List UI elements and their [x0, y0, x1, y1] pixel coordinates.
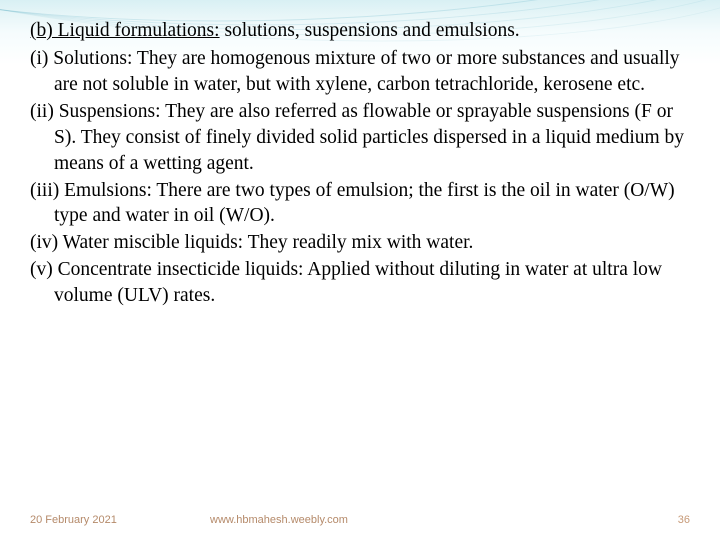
footer: 20 February 2021 www.hbmahesh.weebly.com…: [30, 514, 690, 526]
list-item: (iv) Water miscible liquids: They readil…: [30, 230, 690, 256]
footer-date: 20 February 2021: [30, 514, 117, 526]
list-item: (v) Concentrate insecticide liquids: App…: [30, 257, 690, 309]
heading-bold: (b) Liquid formulations:: [30, 20, 220, 41]
list-item: (i) Solutions: They are homogenous mixtu…: [30, 46, 690, 98]
slide-body: (b) Liquid formulations: solutions, susp…: [30, 18, 690, 310]
heading-rest: solutions, suspensions and emulsions.: [220, 20, 520, 41]
list-item: (iii) Emulsions: There are two types of …: [30, 178, 690, 230]
heading-line: (b) Liquid formulations: solutions, susp…: [30, 18, 690, 44]
list-item: (ii) Suspensions: They are also referred…: [30, 99, 690, 177]
footer-url: www.hbmahesh.weebly.com: [210, 514, 348, 526]
footer-page: 36: [678, 514, 690, 526]
